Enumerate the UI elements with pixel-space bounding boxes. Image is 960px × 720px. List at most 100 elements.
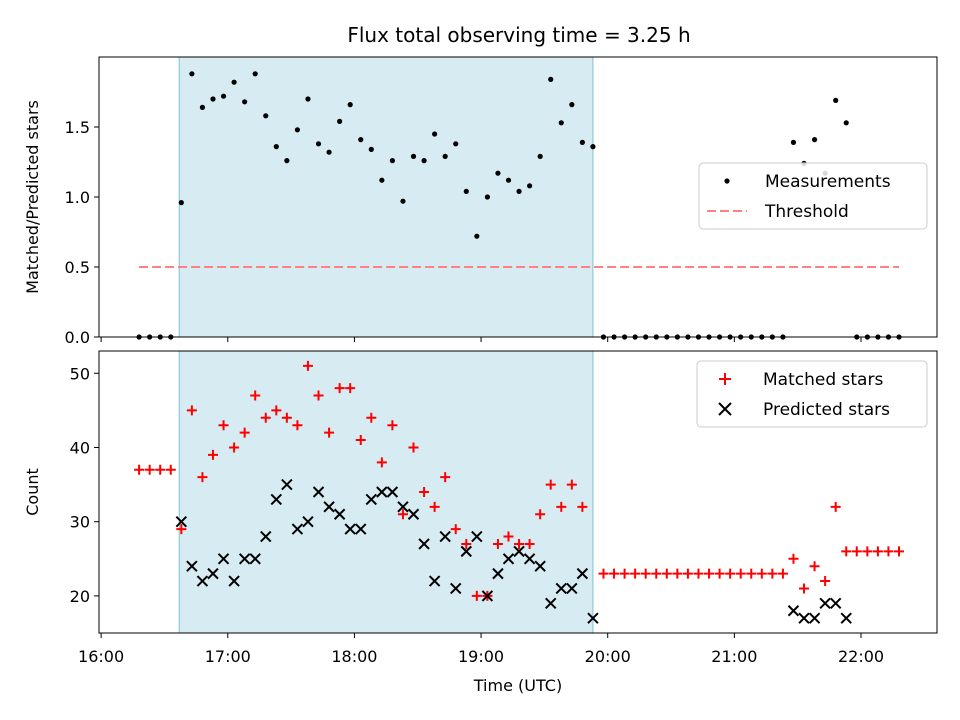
data-point [250,390,261,401]
data-point [682,568,693,579]
shaded-interval [179,351,593,633]
data-point [347,102,353,108]
data-point [312,486,325,498]
data-point [217,553,230,565]
data-point [239,427,250,438]
y-tick-label: 50 [70,364,90,383]
data-point [281,412,292,423]
data-point [281,478,293,491]
data-point [872,546,883,557]
data-point [345,383,356,394]
data-point [333,508,346,520]
data-point [524,538,535,549]
data-point [379,177,385,183]
data-point [421,158,427,164]
data-point [503,531,514,542]
data-point [419,487,430,497]
x-tick-label: 21:00 [711,647,757,666]
data-point [505,177,512,183]
data-point [463,188,469,194]
data-point [555,582,567,595]
data-point [808,612,821,624]
data-point [284,158,290,164]
data-point [798,612,810,624]
y-axis-label: Matched/Predicted stars [23,100,42,294]
legend-label: Threshold [764,202,849,222]
data-point [576,567,589,580]
data-point [790,139,797,145]
data-point [862,546,873,557]
data-point [196,575,209,587]
data-point [355,523,367,535]
data-point [516,188,522,194]
x-tick-label: 20:00 [585,647,631,666]
x-tick-label: 22:00 [838,647,884,666]
data-point [270,493,283,506]
axes-frame [98,350,938,634]
data-point [273,144,279,150]
data-point [291,523,304,535]
legend-marker [718,402,732,416]
data-point [756,568,767,579]
data-point [894,546,905,557]
data-point [386,486,399,498]
data-point [829,597,842,610]
data-point [368,146,374,152]
data-point [481,590,494,602]
data-point [315,141,322,147]
data-point [238,553,251,565]
data-point [640,568,651,579]
y-axis-label: Count [23,468,42,516]
data-point [387,420,398,431]
data-point [587,612,599,624]
data-point [788,553,799,564]
data-point [843,120,849,126]
data-point [630,568,641,579]
data-point [440,472,451,483]
data-point [178,200,184,206]
data-point [474,233,480,239]
data-point [523,553,536,565]
data-point [841,546,852,557]
data-point [820,576,831,587]
data-point [704,568,715,579]
legend-marker [724,178,730,184]
data-point [344,523,356,535]
data-point [302,515,314,528]
data-point [397,509,408,520]
data-point [302,360,313,371]
data-point [365,493,378,506]
data-point [408,442,419,453]
legend-box [696,360,928,428]
x-tick-label: 19:00 [458,647,504,666]
data-point [305,96,311,102]
data-point [189,71,195,77]
data-point [830,501,841,512]
data-point [428,575,441,587]
data-point [514,538,525,549]
data-point [735,568,746,579]
data-point [376,486,388,498]
data-point [450,582,462,595]
data-point [324,427,335,438]
data-point [746,568,757,579]
data-point [725,568,736,579]
top-panel: 0.0 0.5 1.0 1.5 Matched/Predicted stars Measu… [23,56,938,347]
y-tick-label: 0.0 [65,328,90,347]
data-point [651,568,662,579]
chart-title: Flux total observing time = 3.25 h [347,23,690,47]
data-point [492,538,503,549]
data-point [207,567,219,580]
data-point [534,560,546,572]
legend-label: Matched stars [763,370,883,390]
data-point [577,501,588,512]
bottom-panel: 20 30 40 50 16:00 17:00 18:00 19:00 20:00 21:00 22… [23,350,938,695]
legend: Measurements Threshold [698,162,928,230]
y-tick-label: 0.5 [65,258,90,277]
data-point [432,131,438,137]
data-point [186,560,198,572]
data-point [492,567,504,580]
data-point [186,405,197,416]
data-point [714,568,725,579]
data-point [229,442,240,453]
